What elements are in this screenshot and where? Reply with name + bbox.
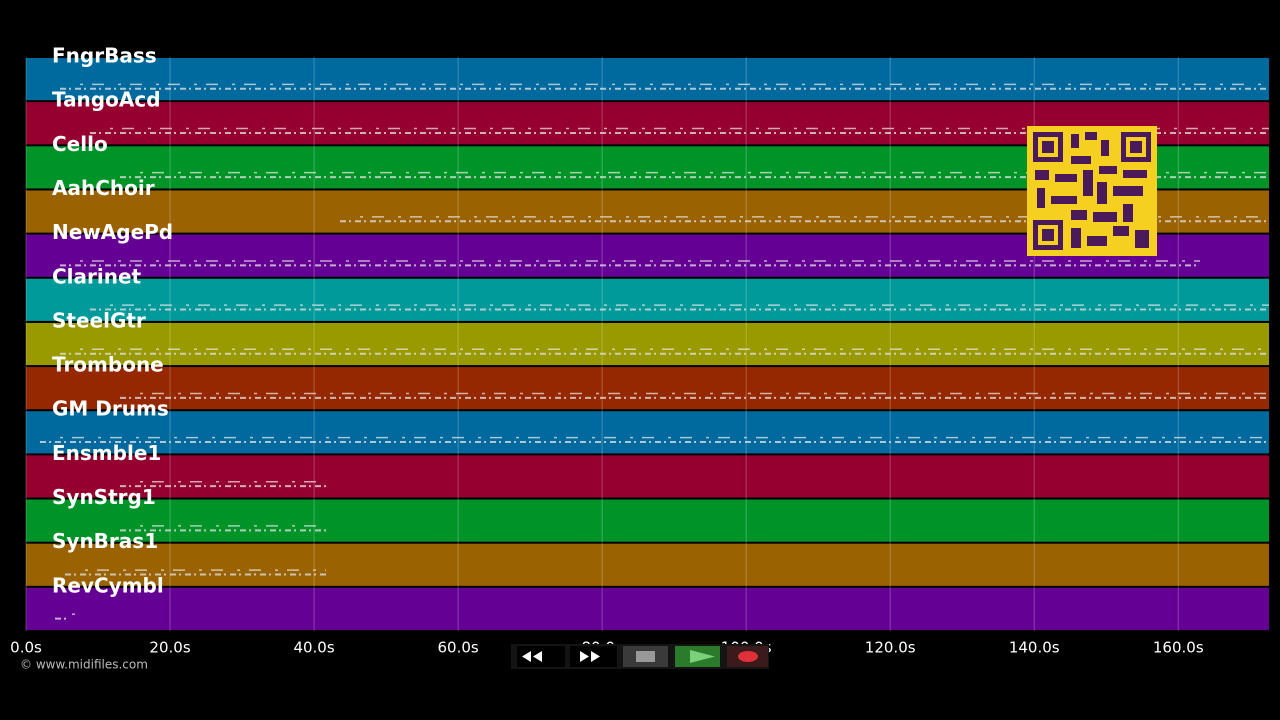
transport-controls: [511, 644, 769, 669]
notes: [40, 83, 1269, 620]
track-lane: [26, 58, 1269, 101]
track-label: Trombone: [52, 353, 164, 377]
record-button[interactable]: [727, 646, 768, 667]
tick-label: 60.0s: [437, 639, 478, 657]
track-lane: [26, 278, 1269, 321]
track-lane: [26, 587, 1269, 630]
tick-label: 20.0s: [149, 639, 190, 657]
track-label: TangoAcd: [52, 88, 161, 112]
tick-label: 140.0s: [1009, 639, 1060, 657]
track-lane: [26, 455, 1269, 498]
tick-label: 40.0s: [293, 639, 334, 657]
track-label: Cello: [52, 132, 108, 156]
copyright: © www.midifiles.com: [20, 658, 148, 672]
track-lane: [26, 411, 1269, 454]
qr-code: [1027, 126, 1157, 256]
track-lane: [26, 367, 1269, 410]
grid: [25, 57, 1179, 631]
track-lane: [26, 499, 1269, 542]
tick-label: 0.0s: [10, 639, 42, 657]
track-label: GM Drums: [52, 397, 169, 421]
tick-label: 120.0s: [865, 639, 916, 657]
play-button[interactable]: [675, 646, 720, 667]
track-label: Ensmble1: [52, 441, 161, 465]
track-label: SynBras1: [52, 529, 158, 553]
track-lane: [26, 543, 1269, 586]
track-label: SteelGtr: [52, 308, 146, 332]
track-label: NewAgePd: [52, 220, 173, 244]
stop-button[interactable]: [623, 646, 668, 667]
track-lane: [26, 322, 1269, 366]
track-label: Clarinet: [52, 264, 142, 288]
track-label: FngrBass: [52, 44, 157, 68]
track-label: SynStrg1: [52, 485, 156, 509]
labels: FngrBass TangoAcd Cello AahChoir NewAgePd Cla…: [52, 44, 173, 598]
fast-forward-button[interactable]: [570, 646, 617, 667]
tick-label: 160.0s: [1153, 639, 1204, 657]
track-label: RevCymbl: [52, 573, 164, 597]
rewind-button[interactable]: [517, 646, 565, 667]
track-label: AahChoir: [52, 176, 155, 200]
